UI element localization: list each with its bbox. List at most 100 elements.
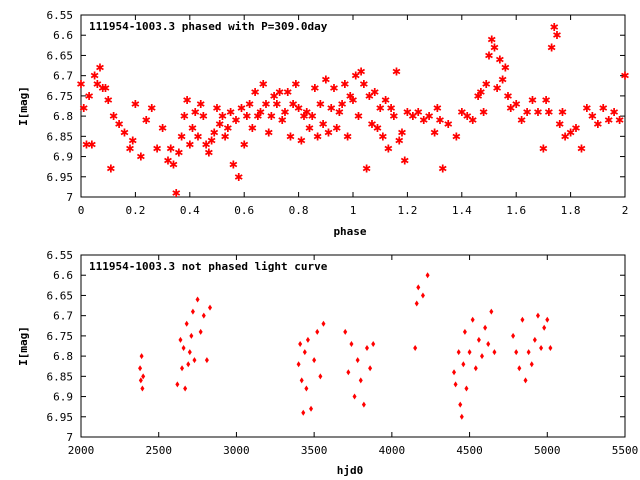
data-point: ✱ (294, 102, 303, 115)
data-point (414, 300, 419, 307)
data-point: ✱ (185, 138, 194, 151)
data-point: ✱ (463, 110, 472, 123)
data-point: ✱ (359, 78, 368, 91)
data-point: ✱ (566, 126, 575, 139)
data-point (425, 272, 430, 279)
data-point (483, 324, 488, 331)
data-point: ✱ (245, 98, 254, 111)
data-point: ✱ (370, 86, 379, 99)
data-point: ✱ (332, 122, 341, 135)
data-point (476, 336, 481, 343)
data-point (371, 340, 376, 347)
data-point (298, 340, 303, 347)
data-point: ✱ (79, 102, 88, 115)
data-point: ✱ (433, 102, 442, 115)
data-point: ✱ (270, 90, 279, 103)
data-point: ✱ (577, 142, 586, 155)
data-point (208, 304, 213, 311)
x-tick-label: 0.2 (125, 204, 145, 217)
data-point (548, 345, 553, 352)
data-point: ✱ (588, 110, 597, 123)
data-point: ✱ (484, 49, 493, 62)
data-point: ✱ (321, 74, 330, 87)
data-point: ✱ (231, 114, 240, 127)
data-point: ✱ (180, 110, 189, 123)
data-point (529, 361, 534, 368)
data-point: ✱ (215, 118, 224, 131)
data-point (346, 369, 351, 376)
y-tick-label: 7 (66, 431, 73, 444)
data-point: ✱ (550, 21, 559, 34)
data-point (321, 320, 326, 327)
x-tick-label: 1.8 (561, 204, 581, 217)
data-point (318, 373, 323, 380)
x-tick-label: 3000 (223, 444, 250, 457)
data-point (480, 353, 485, 360)
data-point: ✱ (493, 82, 502, 95)
data-point: ✱ (237, 102, 246, 115)
data-point (492, 349, 497, 356)
data-point (349, 340, 354, 347)
data-point: ✱ (582, 102, 591, 115)
data-point: ✱ (289, 98, 298, 111)
phased-light-curve-panel: 111954-1003.3 phased with P=309.0day pha… (17, 9, 630, 238)
y-tick-label: 7 (66, 191, 73, 204)
data-point: ✱ (259, 78, 268, 91)
data-point: ✱ (498, 74, 507, 87)
chart-title: 111954-1003.3 not phased light curve (89, 260, 328, 273)
data-point: ✱ (153, 142, 162, 155)
data-point: ✱ (310, 82, 319, 95)
data-point: ✱ (544, 106, 553, 119)
data-point (180, 365, 185, 372)
data-point: ✱ (430, 126, 439, 139)
data-point: ✱ (104, 94, 113, 107)
data-point: ✱ (495, 53, 504, 66)
data-point: ✱ (561, 130, 570, 143)
data-point: ✱ (517, 114, 526, 127)
data-point (190, 308, 195, 315)
y-tick-label: 6.7 (53, 310, 73, 323)
data-point: ✱ (248, 122, 257, 135)
data-point: ✱ (272, 98, 281, 111)
data-point: ✱ (438, 163, 447, 176)
data-point: ✱ (610, 106, 619, 119)
data-point (315, 328, 320, 335)
data-point: ✱ (414, 106, 423, 119)
data-point: ✱ (242, 110, 251, 123)
y-tick-label: 6.65 (47, 289, 74, 302)
data-point: ✱ (389, 110, 398, 123)
data-point: ✱ (367, 118, 376, 131)
data-point (526, 349, 531, 356)
data-point (462, 328, 467, 335)
y-tick-label: 6.7 (53, 70, 73, 83)
data-point (545, 316, 550, 323)
data-point (309, 405, 314, 412)
data-point: ✱ (193, 130, 202, 143)
data-point: ✱ (571, 122, 580, 135)
x-axis-label: hjd0 (337, 464, 364, 477)
data-point: ✱ (128, 134, 137, 147)
x-tick-label: 0.4 (180, 204, 200, 217)
data-point: ✱ (226, 106, 235, 119)
data-point: ✱ (297, 134, 306, 147)
data-point: ✱ (90, 70, 99, 83)
data-point: ✱ (335, 106, 344, 119)
data-point (204, 357, 209, 364)
y-tick-label: 6.6 (53, 269, 73, 282)
x-tick-label: 5000 (534, 444, 561, 457)
data-point: ✱ (547, 41, 556, 54)
data-point (304, 385, 309, 392)
y-tick-label: 6.8 (53, 110, 73, 123)
data-point: ✱ (305, 122, 314, 135)
data-point (305, 336, 310, 343)
data-point (416, 284, 421, 291)
data-point: ✱ (234, 171, 243, 184)
data-point: ✱ (501, 62, 510, 75)
data-point (343, 328, 348, 335)
data-point: ✱ (479, 106, 488, 119)
data-point: ✱ (93, 78, 102, 91)
data-point: ✱ (223, 122, 232, 135)
data-point (473, 365, 478, 372)
data-point (183, 385, 188, 392)
data-point: ✱ (506, 102, 515, 115)
